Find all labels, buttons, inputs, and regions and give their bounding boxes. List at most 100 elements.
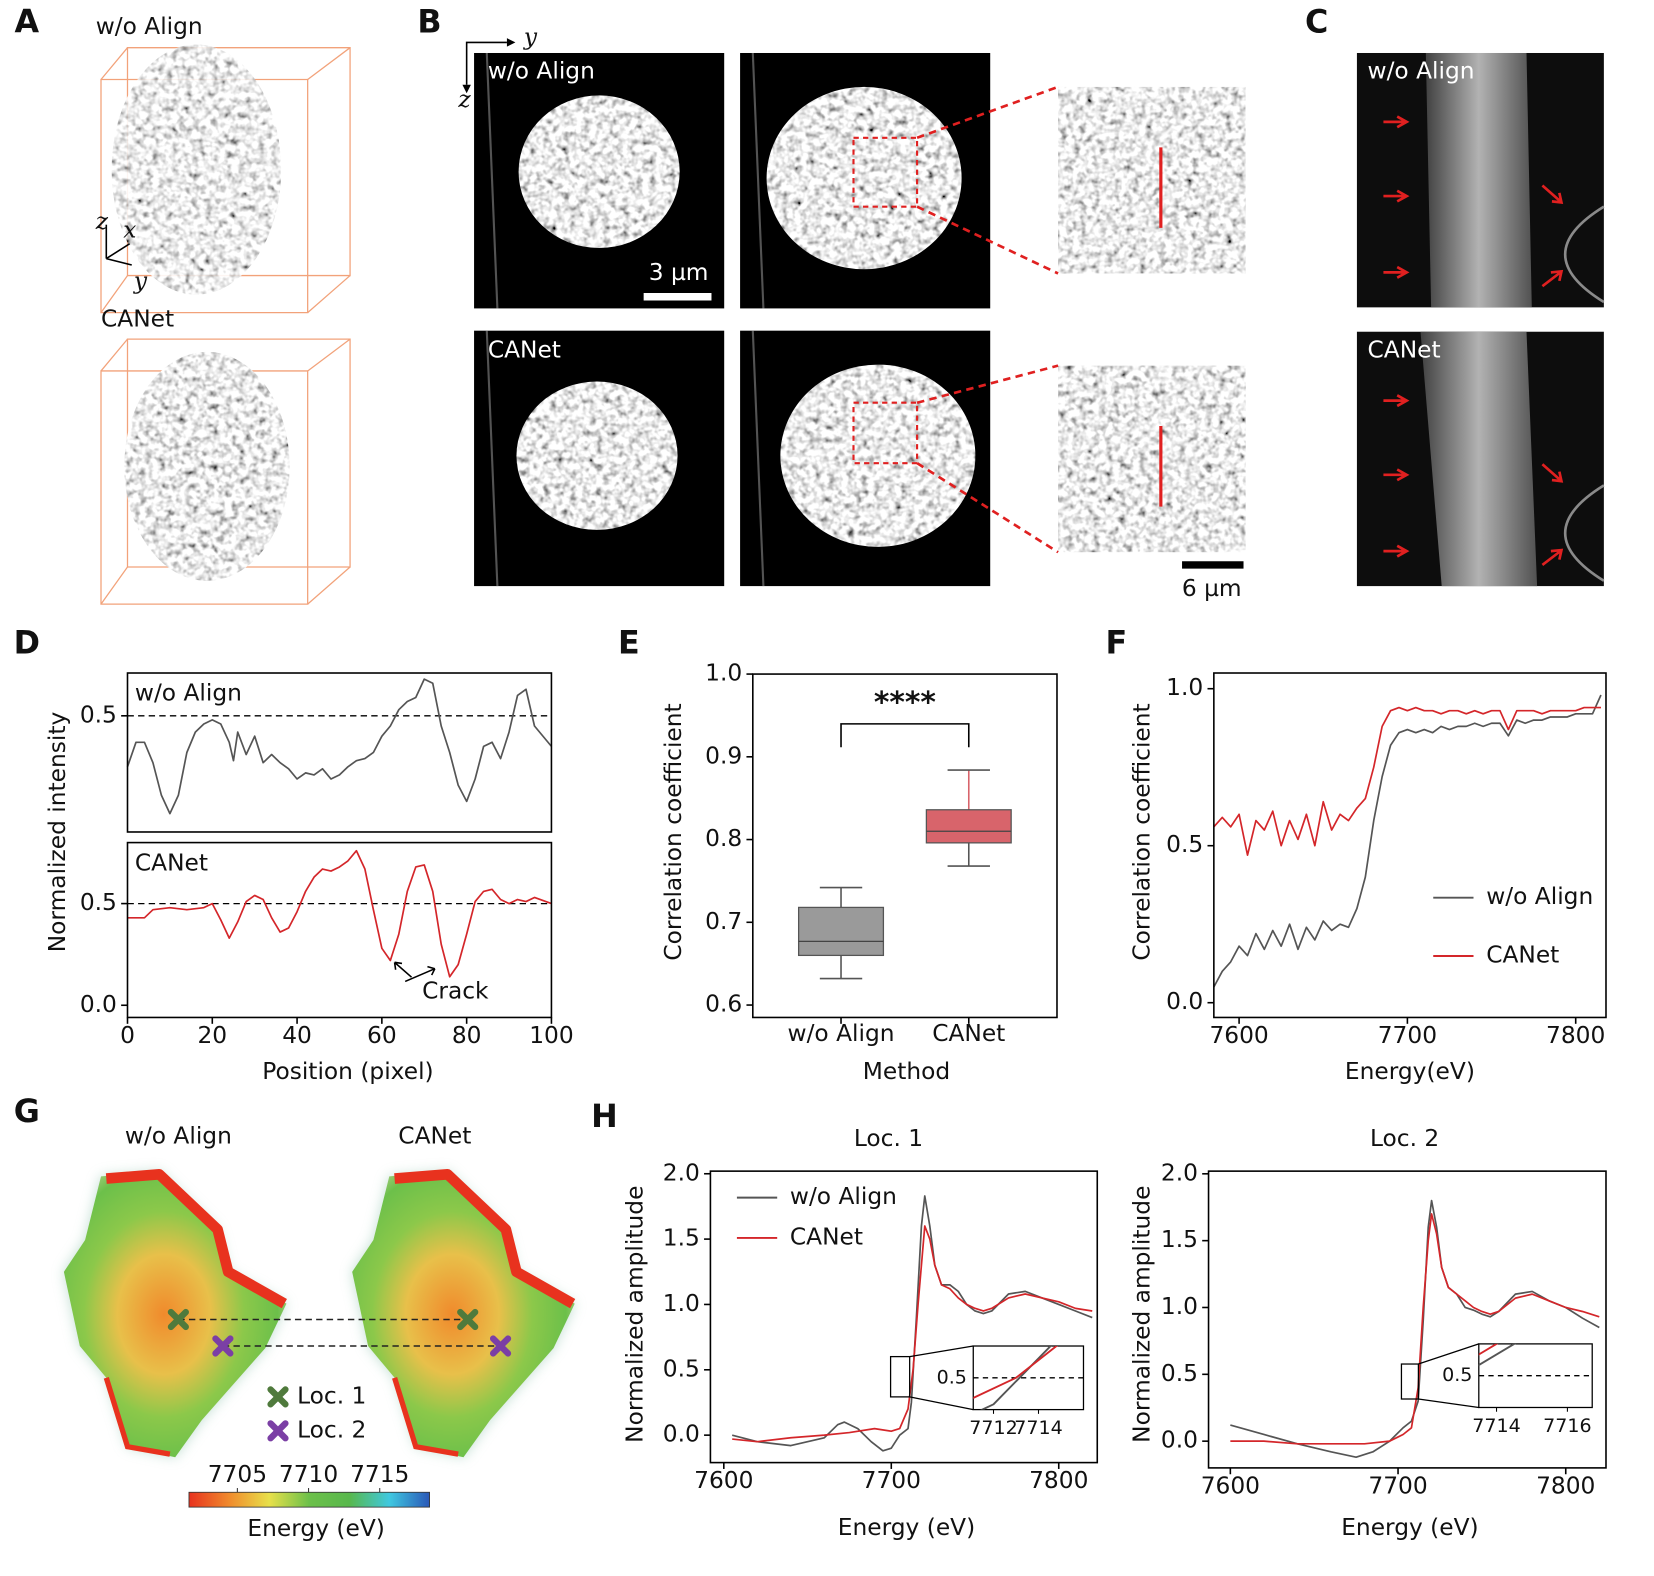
zoom-link (909, 1345, 974, 1358)
loc-marker (212, 1335, 234, 1357)
annotation: Crack (422, 978, 489, 1005)
x-tick-label: 7700 (1368, 1472, 1427, 1499)
chart-title: Loc. 1 (854, 1125, 923, 1152)
series-line (1213, 694, 1602, 988)
x-tick-label: 7800 (1029, 1467, 1088, 1494)
y-tick-label: 2.0 (1161, 1159, 1198, 1186)
legend-label: CANet (1486, 941, 1559, 968)
zoom-box (889, 1355, 911, 1398)
red-arrow (1541, 463, 1564, 483)
zoom-link (1418, 1398, 1479, 1409)
particle-slice (518, 95, 680, 249)
y-tick-label: 1.5 (1161, 1226, 1198, 1253)
legend-label: w/o Align (1486, 883, 1593, 910)
series-line (1230, 1213, 1600, 1445)
map-edge (103, 1377, 171, 1457)
cube-edge (100, 47, 128, 80)
x-tick-label: 80 (452, 1022, 482, 1049)
y-tick-label: 0.6 (705, 991, 742, 1018)
panel-title: w/o Align (1368, 58, 1475, 85)
plot-frame (752, 673, 1058, 1019)
roi-link (916, 462, 1059, 554)
y-tick-label: 0.5 (80, 701, 117, 728)
map-edge (394, 1169, 576, 1309)
panel-letter: B (417, 3, 441, 40)
legend-label: CANet (135, 849, 208, 876)
map-edge (105, 1169, 287, 1309)
zoom-box (1400, 1363, 1420, 1400)
y-tick-label: 0.0 (1166, 988, 1203, 1015)
roi-box (852, 401, 919, 465)
roi-link (916, 205, 1059, 275)
x-tick-label: 7600 (694, 1467, 753, 1494)
axis-name: y (523, 24, 538, 51)
legend-label: Loc. 1 (297, 1382, 366, 1409)
significance: **** (874, 684, 936, 719)
colorbar (188, 1491, 430, 1508)
x-tick-label: 7600 (1209, 1022, 1268, 1049)
legend-label: w/o Align (790, 1183, 897, 1210)
series-line (1213, 706, 1601, 856)
x-tick-label: 7800 (1546, 1022, 1605, 1049)
plot-frame (709, 1170, 1099, 1464)
series-line (127, 849, 552, 978)
x-tick-label: 40 (282, 1022, 312, 1049)
x-tick-label: 7700 (862, 1467, 921, 1494)
plot-frame (126, 841, 553, 1019)
scale-label: 3 µm (649, 259, 709, 286)
chart-title: Loc. 2 (1370, 1125, 1439, 1152)
panel-title: CANet (488, 336, 561, 363)
y-axis-label: Normalized amplitude (1128, 1186, 1155, 1443)
legend-label: CANet (790, 1223, 863, 1250)
panel-title: w/o Align (125, 1123, 232, 1150)
x-tick-label: 7700 (1378, 1022, 1437, 1049)
roi-link (916, 364, 1059, 405)
x-tick-label: 60 (367, 1022, 397, 1049)
arrow-head (462, 38, 516, 94)
x-axis-label: Energy (eV) (838, 1514, 975, 1541)
x-tick-label: 7600 (1201, 1472, 1260, 1499)
plot-frame (126, 672, 553, 833)
red-arrow (1383, 544, 1410, 558)
y-tick-label: 1.0 (1161, 1293, 1198, 1320)
particle-slice (516, 381, 678, 530)
inset-x-tick-label: 7712 (969, 1417, 1018, 1439)
x-axis-label: Energy (eV) (1341, 1514, 1478, 1541)
y-tick-label: 0.0 (663, 1421, 700, 1448)
cube-edge (307, 275, 351, 314)
y-tick-label: 1.0 (1166, 674, 1203, 701)
particle-slice (780, 364, 976, 547)
x-tick-label: CANet (932, 1020, 1005, 1047)
series-line (731, 1195, 1093, 1452)
red-arrow (1383, 115, 1410, 129)
loc-marker (267, 1386, 289, 1408)
x-tick-label: w/o Align (788, 1020, 895, 1047)
streak (485, 330, 499, 587)
inset-x-tick-label: 7714 (1014, 1417, 1063, 1439)
panel-title: w/o Align (488, 58, 595, 85)
streak (485, 52, 499, 309)
inset-x-tick-label: 7716 (1543, 1415, 1592, 1437)
red-arrow (1383, 189, 1410, 203)
streak (751, 330, 765, 587)
zoom-image (1058, 86, 1246, 274)
red-arrow (1383, 394, 1410, 408)
cube-edge (100, 566, 129, 605)
axis-name: x (123, 217, 136, 244)
y-tick-label: 0.0 (80, 991, 117, 1018)
particle-3d (111, 44, 282, 295)
particle-projection (1425, 52, 1532, 308)
series-line (126, 678, 553, 815)
scale-label: 6 µm (1182, 575, 1242, 602)
panel-letter: F (1105, 624, 1127, 661)
y-axis-label: Normalized amplitude (622, 1186, 649, 1443)
panel-letter: C (1305, 3, 1328, 40)
map-edge (392, 1377, 459, 1457)
x-axis-label: Energy(eV) (1345, 1058, 1475, 1085)
red-arrow (1383, 265, 1410, 279)
loc-marker (489, 1335, 512, 1357)
significance-bracket (840, 723, 970, 748)
loc-marker (457, 1308, 479, 1331)
annotation-arrow (393, 961, 436, 983)
y-tick-label: 0.7 (705, 908, 742, 935)
